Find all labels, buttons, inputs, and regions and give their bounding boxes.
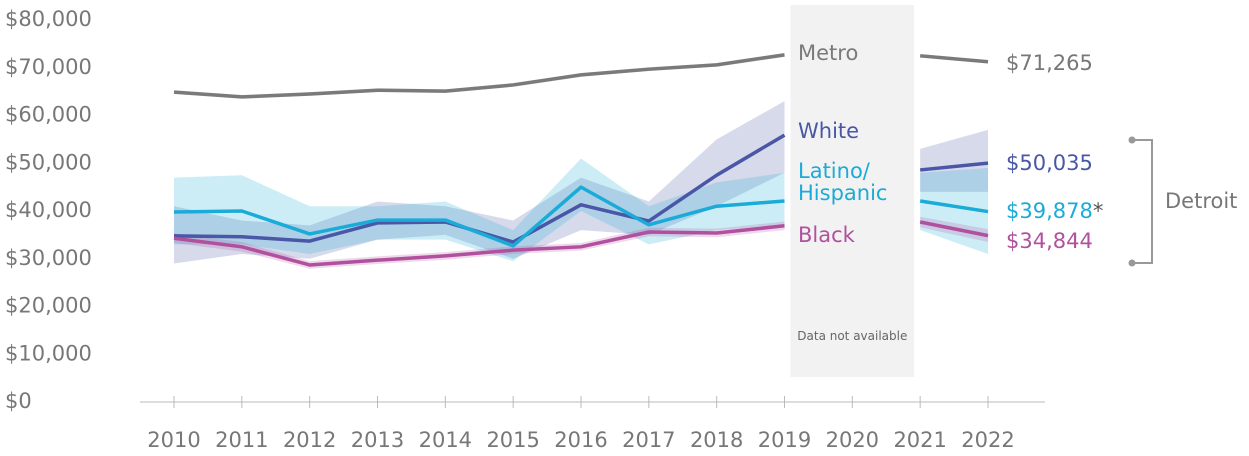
series-line [173,224,785,267]
series-line [920,54,989,64]
bracket [1132,139,1153,264]
x-tick-label: 2017 [622,428,675,452]
x-tick-label: 2020 [826,428,879,452]
x-tick-label: 2010 [147,428,200,452]
bracket-label: Detroit [1165,189,1237,213]
series-line [919,199,989,214]
y-tick-label: $0 [5,389,32,413]
x-tick-label: 2012 [283,428,336,452]
value-label: $50,035 [1006,151,1093,175]
x-tick-label: 2016 [554,428,607,452]
x-tick-label: 2018 [690,428,743,452]
y-tick-label: $10,000 [5,341,92,365]
bracket-end [1128,136,1136,144]
y-tick-label: $80,000 [5,7,92,31]
y-tick-label: $20,000 [5,294,92,318]
series-name: White [798,119,860,143]
bracket-end [1128,259,1136,267]
note-mark: * [1092,199,1104,223]
x-tick-label: 2013 [351,428,404,452]
x-tick-label: 2015 [486,428,539,452]
series-name: Black [798,223,855,247]
series-line [919,220,989,238]
series-line [173,53,785,99]
y-tick-label: $60,000 [5,103,92,127]
x-tick-label: 2022 [961,428,1014,452]
y-tick-label: $50,000 [5,150,92,174]
y-tick-label: $30,000 [5,246,92,270]
y-tick-label: $70,000 [5,55,92,79]
series-name: Metro [798,41,859,65]
y-tick-label: $40,000 [5,198,92,222]
series-line [919,161,989,172]
confidence-band [174,221,785,269]
series-name: Latino/ Hispanic [798,159,888,205]
x-tick-label: 2014 [419,428,472,452]
x-tick-label: 2011 [215,428,268,452]
missing-data-note: Data not available [797,329,908,343]
missing-data-column [790,5,915,377]
x-tick-label: 2019 [758,428,811,452]
value-label: $71,265 [1006,51,1093,75]
x-tick-label: 2021 [893,428,946,452]
series-line [173,185,785,248]
confidence-band [174,52,785,99]
confidence-band [920,129,988,192]
value-label: $34,844 [1006,229,1093,253]
confidence-band [174,101,785,264]
value-label: $39,878* [1006,199,1104,223]
